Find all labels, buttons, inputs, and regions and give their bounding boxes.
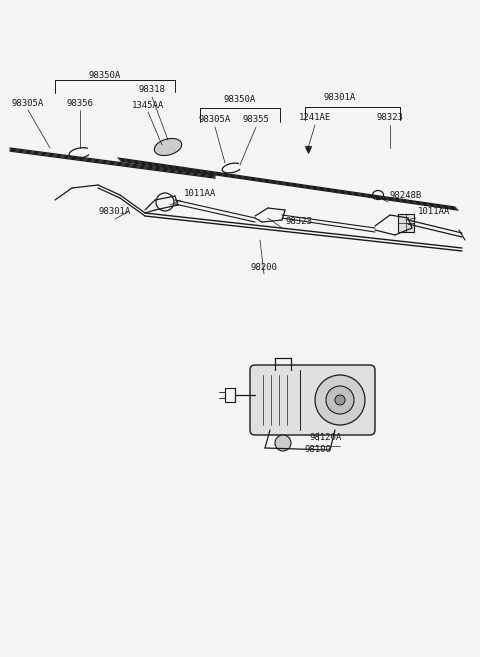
Text: 1345AA: 1345AA	[132, 101, 164, 110]
Text: 1011AA: 1011AA	[184, 189, 216, 198]
Circle shape	[326, 386, 354, 414]
Text: 98318: 98318	[139, 85, 166, 95]
Text: 98305A: 98305A	[12, 99, 44, 108]
Text: 98323: 98323	[377, 114, 403, 122]
Text: 98350A: 98350A	[224, 95, 256, 104]
Ellipse shape	[154, 139, 182, 156]
FancyBboxPatch shape	[250, 365, 375, 435]
Text: 98100: 98100	[305, 445, 331, 455]
Circle shape	[315, 375, 365, 425]
Text: 98301A: 98301A	[99, 208, 131, 217]
Text: 98120A: 98120A	[310, 434, 342, 443]
Bar	[398, 214, 414, 232]
Text: 98323: 98323	[285, 217, 312, 227]
Text: 98350A: 98350A	[89, 70, 121, 79]
Text: 1241AE: 1241AE	[299, 114, 331, 122]
Text: 98248B: 98248B	[390, 191, 422, 200]
Circle shape	[275, 435, 291, 451]
Text: 98356: 98356	[67, 99, 94, 108]
Text: 98305A: 98305A	[199, 116, 231, 124]
Text: 98200: 98200	[251, 263, 277, 273]
Text: 98301A: 98301A	[324, 93, 356, 102]
Text: 98355: 98355	[242, 116, 269, 124]
Text: 1011AA: 1011AA	[418, 208, 450, 217]
Circle shape	[335, 395, 345, 405]
